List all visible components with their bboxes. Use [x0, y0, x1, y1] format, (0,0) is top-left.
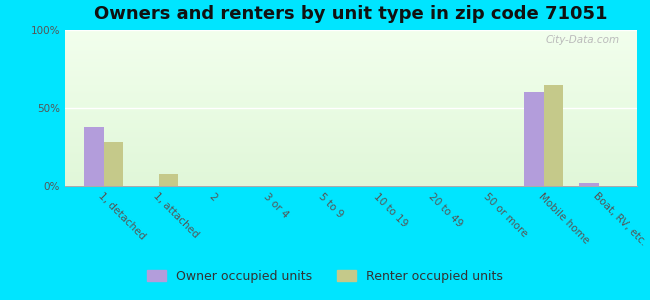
- Bar: [579, 183, 599, 186]
- Bar: [543, 85, 563, 186]
- Bar: [103, 142, 123, 186]
- Title: Owners and renters by unit type in zip code 71051: Owners and renters by unit type in zip c…: [94, 5, 608, 23]
- Bar: [159, 173, 177, 186]
- Text: City-Data.com: City-Data.com: [546, 35, 620, 45]
- Legend: Owner occupied units, Renter occupied units: Owner occupied units, Renter occupied un…: [142, 265, 508, 288]
- Bar: [525, 92, 543, 186]
- Bar: [84, 127, 103, 186]
